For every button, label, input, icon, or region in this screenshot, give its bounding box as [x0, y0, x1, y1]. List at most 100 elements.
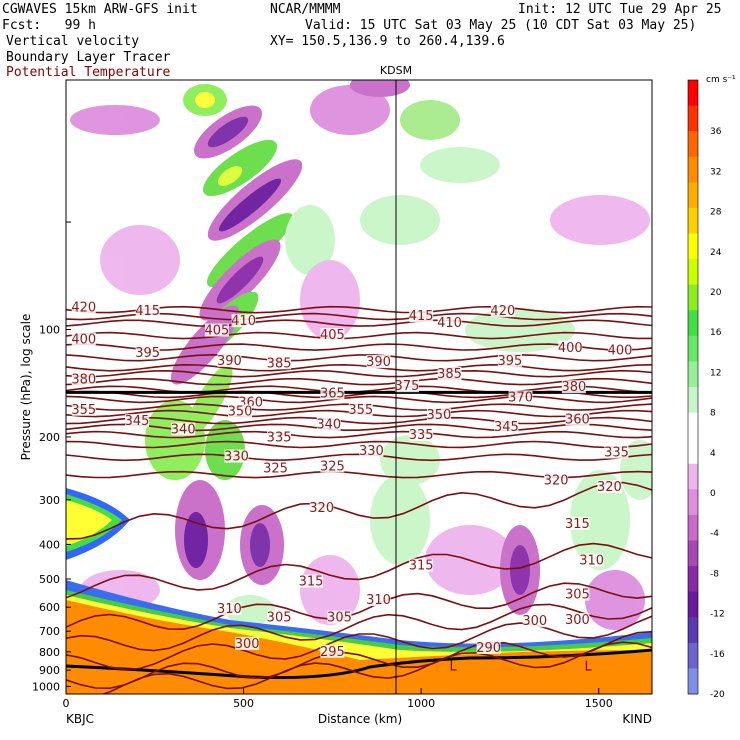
theta-label-bg — [204, 323, 229, 337]
theta-label-bg — [135, 304, 160, 318]
theta-label: 305 — [267, 611, 292, 626]
theta-label-bg — [231, 314, 256, 328]
theta-label: 400 — [558, 341, 583, 356]
theta-label: 335 — [267, 430, 292, 445]
theta-contour-420 — [66, 305, 652, 314]
theta-label: 325 — [320, 459, 345, 474]
y-tick-label: 700 — [39, 625, 60, 638]
colorbar-tick-label: -20 — [710, 690, 725, 700]
colorbar-swatch — [688, 412, 698, 439]
w-up-band — [360, 195, 440, 245]
theta-contour-345 — [66, 423, 652, 432]
colorbar-swatch — [688, 514, 698, 541]
theta-label-bg — [316, 417, 341, 431]
y-tick-label: 500 — [39, 573, 60, 586]
theta-contour-385 — [66, 369, 652, 378]
x-tick-label: 1500 — [585, 697, 613, 710]
theta-contour-340 — [66, 430, 652, 439]
theta-label-bg — [565, 412, 590, 426]
plot-frame — [65, 79, 653, 695]
y-axis-label: Pressure (hPa), log scale — [19, 314, 33, 461]
theta-label-bg — [565, 587, 590, 601]
theta-label: 420 — [71, 301, 96, 316]
theta-label-bg — [71, 402, 96, 416]
theta-label: 330 — [224, 450, 249, 465]
theta-label-bg — [579, 553, 604, 567]
field-potential-temperature: Potential Temperature — [6, 65, 171, 80]
colorbar-ticks: 36 32 28 24 20 16 12 8 4 0 -4 -8 -12 -16 -20 — [710, 127, 725, 700]
colorbar-swatch — [688, 131, 698, 158]
colorbar-swatch — [688, 617, 698, 644]
low-marker: L — [584, 660, 592, 675]
theta-contour-315 — [66, 542, 652, 599]
colorbar-swatch — [688, 566, 698, 593]
theta-label-bg — [409, 558, 434, 572]
w-down-core — [510, 545, 530, 595]
theta-label: 345 — [125, 414, 150, 429]
theta-contour-310 — [66, 582, 652, 631]
vertical-velocity-field — [70, 80, 652, 630]
theta-label-bg — [409, 427, 434, 441]
theta-label-bg — [476, 640, 501, 654]
theta-label-bg — [437, 367, 462, 381]
theta-label-bg — [267, 430, 292, 444]
theta-label: 390 — [217, 354, 242, 369]
theta-label-bg — [267, 610, 292, 624]
theta-contour-410 — [66, 319, 652, 327]
theta-label-bg — [327, 610, 352, 624]
colorbar-swatch — [688, 591, 698, 618]
y-tick-label: 300 — [39, 494, 60, 507]
w-up-band — [400, 100, 460, 140]
theta-contour-400 — [66, 343, 652, 351]
colorbar-swatch — [688, 233, 698, 260]
theta-label: 405 — [205, 324, 230, 339]
theta-label: 410 — [231, 314, 256, 329]
theta-label: 300 — [522, 614, 547, 629]
theta-label: 415 — [135, 304, 160, 319]
colorbar-tick-label: 16 — [710, 328, 722, 338]
theta-label: 355 — [71, 403, 96, 418]
w-down-band — [310, 85, 390, 135]
theta-label: 390 — [366, 355, 391, 370]
tracer-upper-blob-inner — [66, 500, 112, 546]
colorbar-swatch — [688, 387, 698, 414]
colorbar-swatch — [688, 80, 698, 107]
theta-label-bg — [267, 356, 292, 370]
colorbar-swatch — [688, 105, 698, 132]
theta-label-bg — [171, 422, 196, 436]
colorbar-tick-label: 24 — [710, 248, 722, 258]
theta-label-bg — [366, 592, 391, 606]
w-down-band — [100, 225, 180, 295]
theta-label: 400 — [608, 344, 633, 359]
theta-label: 315 — [409, 559, 434, 574]
theta-label: 385 — [437, 367, 462, 382]
theta-label-bg — [235, 636, 260, 650]
y-tick-label: 600 — [39, 601, 60, 614]
theta-label: 325 — [263, 461, 288, 476]
colorbar-swatch — [688, 284, 698, 311]
theta-contour-295 — [66, 630, 652, 690]
colorbar-tick-label: 28 — [710, 208, 722, 218]
theta-label-bg — [561, 380, 586, 394]
colorbar-swatch — [688, 540, 698, 567]
cross-section-endpoints: XY= 150.5,136.9 to 260.4,139.6 — [270, 34, 505, 49]
theta-label-bg — [359, 444, 384, 458]
theta-label-bg — [320, 459, 345, 473]
theta-contour-390 — [66, 363, 652, 372]
w-down-band — [585, 570, 645, 630]
theta-label: 360 — [565, 412, 590, 427]
theta-label: 355 — [348, 403, 373, 418]
theta-label-bg — [320, 328, 345, 342]
w-down-core — [184, 512, 208, 568]
w-down-band — [300, 555, 360, 625]
theta-label-bg — [299, 574, 324, 588]
colorbar-swatch — [688, 310, 698, 337]
theta-label-bg — [565, 516, 590, 530]
theta-contour-300 — [66, 615, 652, 671]
colorbar-tick-label: 4 — [710, 449, 716, 459]
y-axis-ticks: 100 200 300 400 500 600 700 800 900 1000 — [32, 221, 71, 693]
w-up-band — [380, 435, 440, 485]
